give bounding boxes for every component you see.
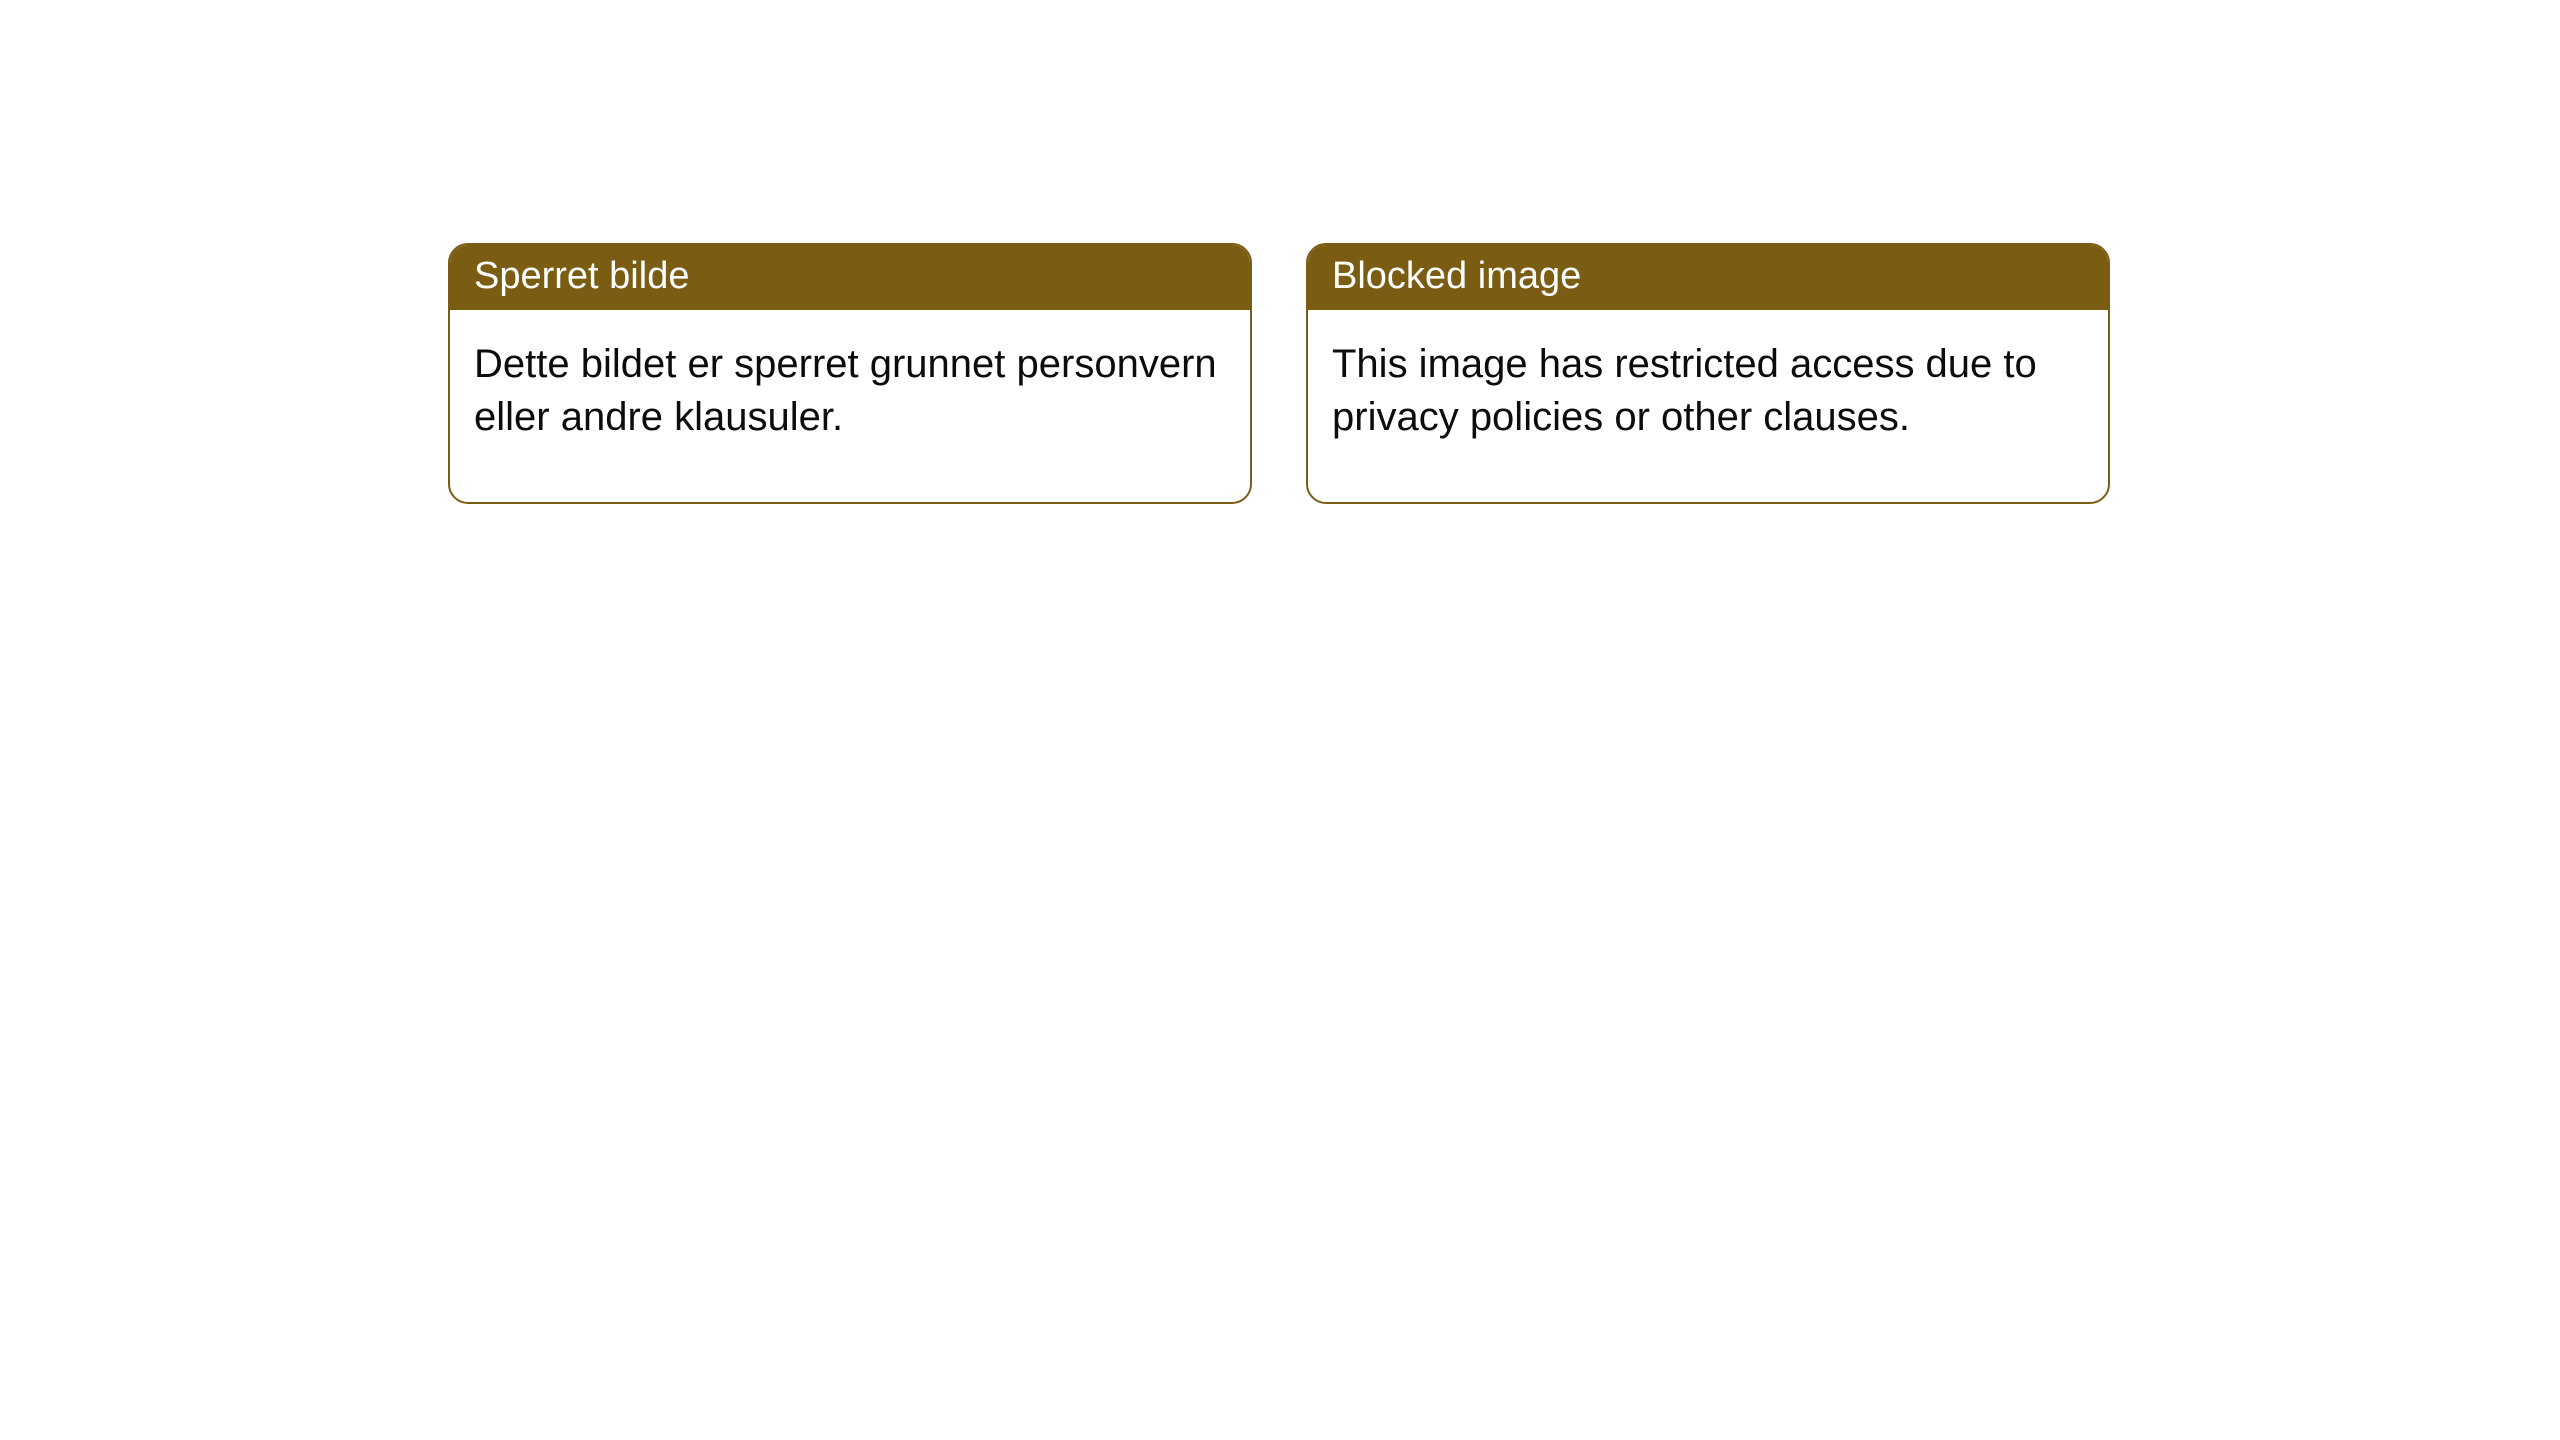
notice-card-body: This image has restricted access due to …: [1308, 310, 2108, 502]
notice-card-title: Blocked image: [1308, 245, 2108, 310]
notice-card-english: Blocked image This image has restricted …: [1306, 243, 2110, 504]
notice-card-norwegian: Sperret bilde Dette bildet er sperret gr…: [448, 243, 1252, 504]
notice-card-title: Sperret bilde: [450, 245, 1250, 310]
notice-card-body: Dette bildet er sperret grunnet personve…: [450, 310, 1250, 502]
blocked-image-notice-container: Sperret bilde Dette bildet er sperret gr…: [448, 243, 2110, 504]
